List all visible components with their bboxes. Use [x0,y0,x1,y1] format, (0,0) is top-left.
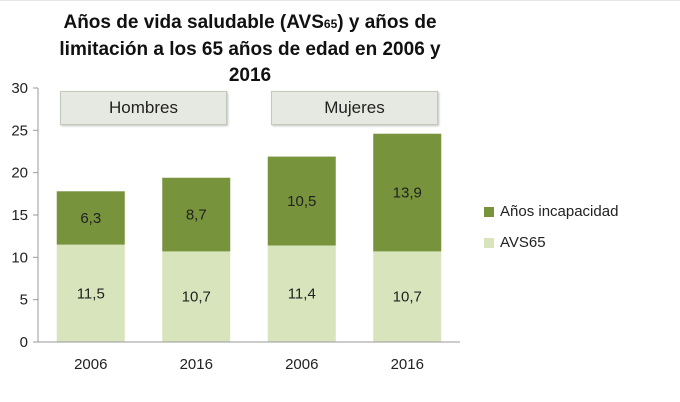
chart-title: Años de vida saludable (AVS65) y años de… [40,10,460,89]
bar-segment-incapacidad [267,156,336,246]
title-part-pre: Años de vida saludable (AVS [63,12,324,33]
data-label: 10,7 [393,289,422,306]
data-label: 11,4 [288,286,316,303]
y-tick-label: 5 [20,292,28,309]
y-tick-label: 30 [11,80,28,97]
legend-item-incapacidad: Años incapacidad [484,203,618,220]
x-tick-label: 2006 [285,356,318,373]
y-tick-label: 15 [11,207,28,224]
group-label-hombres: Hombres [60,91,227,125]
data-label: 6,3 [80,210,101,227]
bar-segment-incapacidad [56,191,125,245]
data-label: 10,5 [287,193,316,210]
y-tick-label: 0 [20,334,28,351]
y-tick-label: 10 [11,249,28,266]
bar-segment-avs65 [162,251,231,342]
top-border-line [0,0,680,1]
group-label-mujeres: Mujeres [271,91,438,125]
x-tick-label: 2006 [74,356,107,373]
legend-swatch-incapacidad [484,206,494,217]
bar-segment-avs65 [373,251,442,342]
title-part-post: ) y años de [337,12,437,33]
x-tick-label: 2016 [391,356,424,373]
data-label: 11,5 [77,285,105,302]
y-tick-label: 25 [11,122,28,139]
chart-title-line1: Años de vida saludable (AVS65) y años de [63,12,436,33]
title-subscript: 65 [323,17,338,31]
data-label: 13,9 [393,185,422,202]
legend-label-avs65: AVS65 [500,234,546,251]
bar-segment-avs65 [267,245,336,342]
bar-segment-avs65 [56,244,125,342]
legend-label-incapacidad: Años incapacidad [500,203,619,220]
data-label: 10,7 [182,289,211,306]
bar-segment-incapacidad [373,133,442,252]
x-tick-label: 2016 [180,356,213,373]
y-tick-label: 20 [11,165,28,182]
legend-swatch-avs65 [484,237,494,248]
bar-segment-incapacidad [162,177,231,252]
data-label: 8,7 [186,207,207,224]
legend-item-avs65: AVS65 [484,234,546,251]
chart-title-line2: limitación a los 65 años de edad en 2006… [59,39,441,86]
